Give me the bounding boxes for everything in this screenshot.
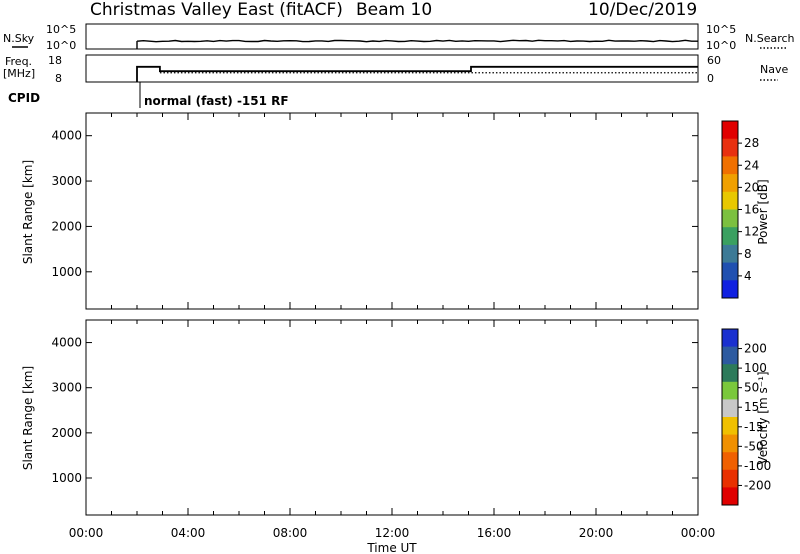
nave-tick-bottom: 0	[707, 72, 714, 85]
y-tick-label: 2000	[51, 426, 82, 440]
power-y-axis: 1000 2000 3000 4000	[51, 113, 699, 309]
freq-label-2: [MHz]	[3, 67, 35, 80]
power-ylabel: Slant Range [km]	[21, 160, 35, 264]
nsearch-tick-bottom: 10^0	[706, 39, 736, 52]
velocity-panel: 1000 2000 3000 4000 Slant Range [km]	[21, 319, 699, 516]
time-tick-label: 00:00	[681, 526, 716, 540]
colorbar-swatch	[722, 156, 738, 175]
power-colorbar-label: Power [dB]	[756, 179, 770, 244]
nsky-label: N.Sky	[3, 32, 35, 45]
freq-panel: Freq. [MHz] 18 8 60 0 Nave	[3, 54, 788, 85]
beam-label: Beam 10	[356, 0, 432, 20]
colorbar-swatch	[722, 329, 738, 347]
time-axis-label: Time UT	[366, 541, 417, 554]
colorbar-swatch	[722, 364, 738, 383]
y-tick-label: 4000	[51, 129, 82, 143]
nsky-tick-bottom: 10^0	[46, 39, 76, 52]
y-tick-label: 4000	[51, 336, 82, 350]
colorbar-tick-label: -15	[744, 420, 764, 434]
nsky-tick-top: 10^5	[46, 23, 76, 36]
time-axis: 00:00 04:00 08:00 12:00 16:00 20:00 00:00	[69, 526, 716, 540]
power-colorbar: 28 24 20 16 12 8 4 Power [dB]	[721, 120, 770, 299]
velocity-colorbar: 200 100 50 15 -15 -50 -100 -200 Velocity [m s⁻¹…	[721, 328, 771, 506]
colorbar-swatch	[722, 209, 738, 228]
time-tick-label: 08:00	[273, 526, 308, 540]
velocity-frame	[85, 319, 699, 516]
colorbar-tick-label: -100	[744, 459, 771, 473]
cpid-label: CPID	[8, 91, 40, 105]
colorbar-swatch	[722, 399, 738, 418]
nsky-frame	[85, 23, 699, 50]
power-frame	[85, 112, 699, 310]
colorbar-tick-label: 24	[744, 158, 759, 172]
time-tick-label: 20:00	[579, 526, 614, 540]
colorbar-swatch	[722, 262, 738, 281]
nave-tick-top: 60	[707, 54, 721, 67]
colorbar-swatch	[722, 381, 738, 400]
station-title: Christmas Valley East (fitACF)	[90, 0, 343, 20]
colorbar-tick-label: 200	[744, 342, 767, 356]
colorbar-swatch	[722, 121, 738, 140]
time-tick-label: 00:00	[69, 526, 104, 540]
time-tick-label: 16:00	[477, 526, 512, 540]
nsearch-tick-top: 10^5	[706, 23, 736, 36]
colorbar-swatch	[722, 452, 738, 471]
colorbar-swatch	[722, 280, 738, 299]
y-tick-label: 1000	[51, 471, 82, 485]
y-tick-label: 2000	[51, 219, 82, 233]
colorbar-tick-label: 8	[744, 247, 752, 261]
colorbar-swatch	[722, 346, 738, 365]
freq-frame	[85, 54, 699, 83]
colorbar-tick-label: 50	[744, 381, 759, 395]
y-tick-label: 3000	[51, 174, 82, 188]
colorbar-swatch	[722, 487, 738, 506]
colorbar-tick-label: -50	[744, 439, 764, 453]
nsearch-label: N.Search	[745, 32, 795, 45]
colorbar-tick-label: -200	[744, 478, 771, 492]
colorbar-tick-label: 20	[744, 180, 759, 194]
colorbar-swatch	[722, 244, 738, 263]
colorbar-frame	[721, 328, 739, 506]
nsky-panel: N.Sky 10^5 10^0 10^5 10^0 N.Search	[3, 23, 795, 52]
velocity-y-axis: 1000 2000 3000 4000	[51, 320, 699, 515]
colorbar-swatch	[722, 417, 738, 435]
date-label: 10/Dec/2019	[588, 0, 697, 20]
freq-label-1: Freq.	[5, 55, 32, 68]
colorbar-tick-label: 16	[744, 203, 759, 217]
cpid-mode: normal (fast) -151 RF	[144, 94, 289, 108]
colorbar-swatch	[722, 469, 738, 488]
colorbar-tick-label: 4	[744, 269, 752, 283]
colorbar-tick-label: 28	[744, 136, 759, 150]
time-tick-label: 04:00	[171, 526, 206, 540]
colorbar-swatch	[722, 138, 738, 157]
y-tick-label: 1000	[51, 265, 82, 279]
nave-label: Nave	[760, 63, 788, 76]
velocity-colorbar-label: Velocity [m s⁻¹]	[756, 371, 770, 464]
power-panel: 1000 2000 3000 4000 Slant Range [km]	[21, 112, 699, 310]
colorbar-tick-label: 12	[744, 225, 759, 239]
colorbar-swatch	[722, 174, 738, 193]
nsky-line	[136, 39, 698, 49]
colorbar-swatch	[722, 227, 738, 246]
colorbar-swatch	[722, 191, 738, 210]
velocity-ylabel: Slant Range [km]	[21, 366, 35, 470]
colorbar-tick-label: 100	[744, 361, 767, 375]
colorbar-tick-label: 15	[744, 400, 759, 414]
time-tick-label: 12:00	[375, 526, 410, 540]
colorbar-swatch	[722, 434, 738, 453]
freq-tick-top: 18	[48, 54, 62, 67]
freq-line	[136, 65, 698, 82]
freq-tick-bottom: 8	[55, 72, 62, 85]
y-tick-label: 3000	[51, 381, 82, 395]
